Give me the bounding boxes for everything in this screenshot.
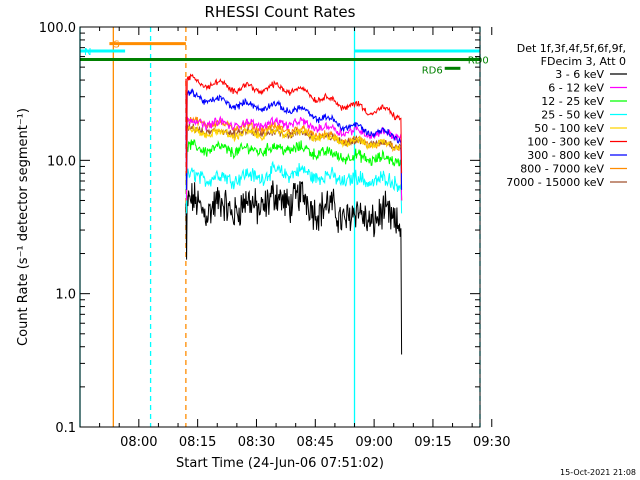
x-tick-label: 09:00 (355, 435, 392, 450)
series-line (185, 139, 403, 201)
chart-title: RHESSI Count Rates (205, 3, 356, 21)
flag-bars: S N RD0 RD6 (80, 40, 489, 76)
series-line (185, 180, 403, 355)
flag-bar-label: S (113, 40, 119, 51)
flag-bar-label: N (84, 47, 91, 58)
legend: Det 1f,3f,4f,5f,6f,9f, FDecim 3, Att 0 3… (506, 42, 627, 189)
y-tick-label: 1.0 (55, 288, 76, 303)
y-axis-label: Count Rate (s⁻¹ detector segment⁻¹) (16, 108, 31, 346)
x-tick-label: 08:00 (120, 435, 157, 450)
legend-header-line-2: FDecim 3, Att 0 (541, 55, 626, 68)
legend-entry-label: 300 - 800 keV (527, 149, 604, 162)
x-tick-label: 08:15 (179, 435, 216, 450)
series-line (185, 88, 403, 190)
plot-frame (79, 26, 481, 428)
flag-bar-label: RD6 (422, 65, 443, 76)
legend-header-line-1: Det 1f,3f,4f,5f,6f,9f, (517, 42, 626, 55)
legend-entry-label: 50 - 100 keV (534, 122, 604, 135)
legend-entry-label: 3 - 6 keV (555, 68, 604, 81)
series-line (185, 115, 403, 201)
y-tick-label: 0.1 (55, 421, 76, 436)
legend-entry-label: 12 - 25 keV (541, 95, 604, 108)
legend-entry-label: 6 - 12 keV (548, 82, 604, 95)
x-tick-label: 09:15 (414, 435, 451, 450)
legend-entry-label: 7000 - 15000 keV (506, 176, 604, 189)
x-tick-label: 08:30 (238, 435, 275, 450)
timestamp-footer: 15-Oct-2021 21:08 (560, 468, 636, 477)
y-axis-ticks: 0.1 1.0 10.0 100.0 (39, 21, 480, 436)
x-axis-ticks: 08:00 08:15 08:30 08:45 09:00 09:15 09:30 (99, 27, 510, 450)
flag-bar-label: RD0 (468, 56, 489, 67)
x-axis-label: Start Time (24-Jun-06 07:51:02) (176, 456, 384, 471)
x-tick-label: 09:30 (473, 435, 510, 450)
series-group (185, 73, 403, 355)
series-line (185, 160, 403, 214)
series-line (185, 125, 403, 201)
legend-entry-label: 800 - 7000 keV (520, 163, 604, 176)
legend-entry-label: 25 - 50 keV (541, 109, 604, 122)
y-tick-label: 10.0 (47, 154, 76, 169)
x-tick-label: 08:45 (297, 435, 334, 450)
y-tick-label: 100.0 (39, 21, 76, 36)
series-line (185, 73, 403, 174)
legend-entry-label: 100 - 300 keV (527, 136, 604, 149)
